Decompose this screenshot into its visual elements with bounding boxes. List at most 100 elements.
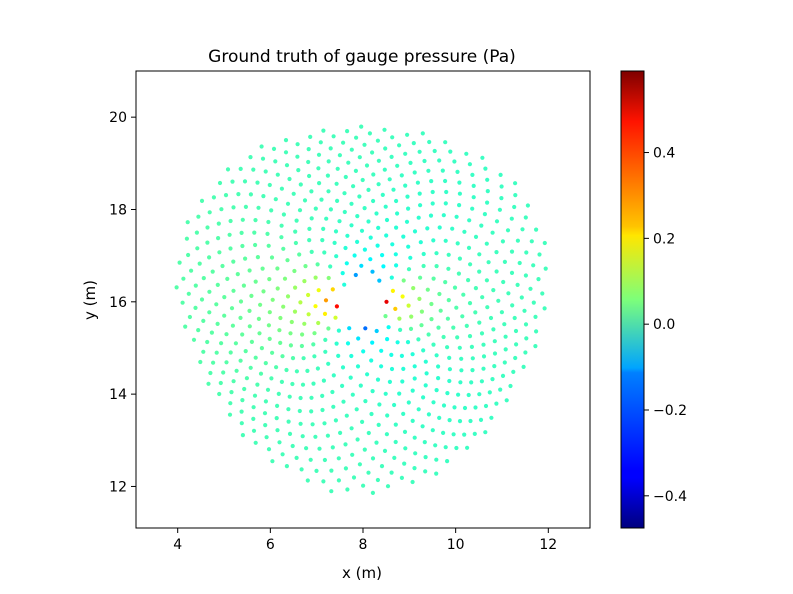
scatter-point [271, 146, 277, 151]
scatter-point [248, 365, 253, 370]
scatter-point [277, 440, 282, 445]
scatter-point [184, 236, 189, 241]
scatter-point [393, 422, 398, 427]
scatter-point [278, 315, 283, 321]
scatter-point [473, 310, 478, 315]
scatter-point [523, 322, 529, 327]
scatter-point [406, 400, 411, 405]
scatter-point [421, 251, 426, 257]
scatter-point [293, 240, 298, 246]
scatter-point [259, 144, 264, 149]
scatter-point [259, 346, 264, 351]
scatter-point [333, 229, 339, 234]
scatter-point [537, 252, 542, 257]
scatter-point [470, 206, 475, 211]
scatter-point [263, 399, 268, 404]
scatter-point [219, 341, 224, 346]
scatter-point [295, 154, 300, 159]
scatter-point [349, 147, 354, 152]
scatter-point [468, 418, 473, 424]
scatter-point [490, 377, 495, 382]
scatter-point [395, 163, 400, 168]
scatter-point [321, 128, 326, 133]
scatter-point [434, 353, 439, 358]
scatter-point [191, 337, 197, 342]
scatter-point [263, 361, 268, 366]
scatter-point [524, 250, 529, 255]
scatter-point [423, 383, 428, 388]
scatter-point [383, 204, 388, 209]
scatter-point [377, 278, 382, 283]
scatter-point [393, 252, 398, 257]
scatter-point [260, 266, 265, 271]
scatter-point [406, 267, 412, 272]
scatter-point [215, 321, 220, 326]
scatter-point [462, 229, 467, 234]
scatter-point [251, 416, 256, 421]
scatter-point [357, 194, 362, 199]
scatter-point [524, 336, 529, 341]
scatter-point [306, 159, 311, 165]
scatter-point [276, 391, 281, 396]
scatter-point [363, 326, 368, 331]
scatter-point [370, 150, 375, 155]
scatter-point [355, 437, 360, 442]
scatter-point [353, 272, 358, 278]
scatter-point [483, 430, 488, 435]
scatter-point [441, 430, 446, 435]
scatter-point [279, 235, 284, 240]
scatter-point [417, 149, 422, 154]
scatter-point [392, 455, 397, 460]
scatter-point [481, 366, 486, 371]
scatter-point [229, 390, 234, 395]
scatter-point [329, 468, 334, 473]
scatter-point [222, 295, 227, 300]
scatter-point [364, 163, 370, 168]
scatter-point [408, 255, 413, 260]
scatter-point [480, 155, 485, 160]
scatter-point [393, 306, 398, 311]
scatter-point [487, 390, 492, 395]
scatter-point [477, 252, 482, 257]
scatter-point [361, 483, 366, 488]
scatter-point [292, 309, 298, 314]
plot-area [135, 70, 591, 529]
scatter-point [412, 170, 417, 175]
scatter-point [528, 286, 533, 291]
y-tick-label: 16 [109, 295, 127, 311]
scatter-point [298, 421, 303, 426]
scatter-point [386, 325, 391, 330]
scatter-point [430, 428, 435, 433]
scatter-point [525, 203, 531, 208]
scatter-point [494, 401, 499, 406]
scatter-point [210, 269, 215, 274]
scatter-point [320, 238, 325, 243]
scatter-point [300, 332, 305, 337]
scatter-point [275, 403, 280, 408]
scatter-point [471, 183, 476, 188]
scatter-point [335, 198, 340, 203]
scatter-point [467, 301, 473, 306]
scatter-point [274, 416, 279, 421]
scatter-point [220, 263, 225, 269]
scatter-point [445, 345, 450, 350]
scatter-point [426, 332, 431, 337]
scatter-point [326, 159, 331, 164]
scatter-point [307, 238, 312, 243]
scatter-point [359, 228, 365, 233]
scatter-point [447, 355, 452, 360]
scatter-point [239, 409, 244, 414]
scatter-point [306, 312, 311, 317]
scatter-point [369, 411, 374, 417]
scatter-point [330, 445, 335, 450]
scatter-point [405, 132, 410, 137]
scatter-point [330, 389, 335, 395]
scatter-point [279, 223, 284, 228]
scatter-point [265, 231, 270, 236]
scatter-point [357, 462, 362, 467]
scatter-point [431, 342, 436, 347]
scatter-point [402, 461, 407, 466]
scatter-point [316, 166, 321, 171]
scatter-point [288, 343, 293, 348]
